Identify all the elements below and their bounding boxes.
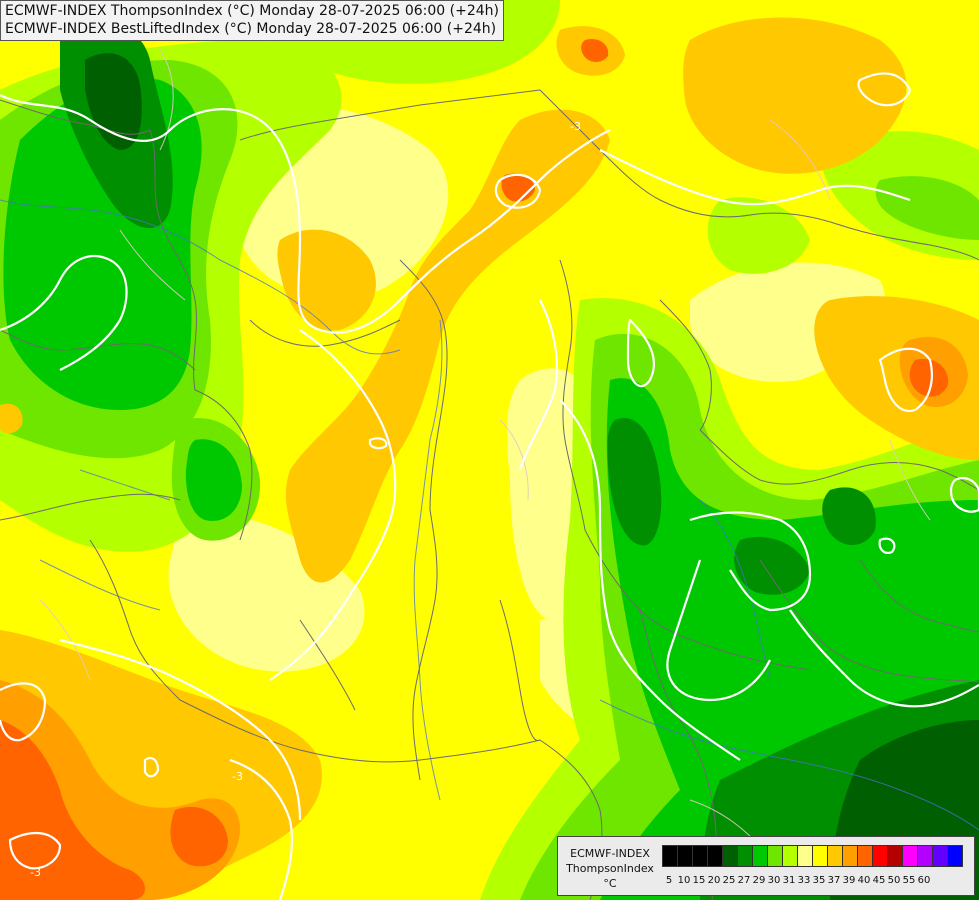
field-orange-zone: [0, 403, 23, 434]
legend-tick-label: 20: [707, 875, 721, 886]
legend-tick-label: 55: [902, 875, 916, 886]
field-dark-orange-zone: [581, 38, 609, 62]
map-title-line-2: ECMWF-INDEX BestLiftedIndex (°C) Monday …: [5, 21, 497, 37]
contour-label: -3: [232, 770, 243, 783]
legend-swatch: [887, 845, 903, 867]
legend-index-label: ThompsonIndex: [566, 862, 654, 875]
legend-swatch: [827, 845, 843, 867]
legend-tick-label: 5: [665, 875, 673, 886]
legend-swatch: [857, 845, 873, 867]
legend-tick-label: 45: [872, 875, 886, 886]
field-orange-zone: [285, 109, 610, 583]
legend-swatch: [707, 845, 723, 867]
legend-tick-label: 29: [752, 875, 766, 886]
field-orange-zone: [814, 296, 979, 460]
legend-tick-label: 15: [692, 875, 706, 886]
legend-tick-label: 31: [782, 875, 796, 886]
field-green-zone: [875, 176, 979, 240]
legend-swatch: [797, 845, 813, 867]
legend-swatch: [662, 845, 678, 867]
field-dark-orange-zone: [170, 806, 228, 867]
legend-tick-label: 39: [842, 875, 856, 886]
legend-swatch: [722, 845, 738, 867]
legend-swatch: [932, 845, 948, 867]
legend-swatch: [677, 845, 693, 867]
legend-tick-label: 60: [917, 875, 931, 886]
legend-swatch: [737, 845, 753, 867]
field-dark-green-zone: [185, 439, 242, 521]
legend-title: ECMWF-INDEX ThompsonIndex °C: [562, 846, 658, 891]
contours-layer: [0, 72, 979, 900]
field-orange-zone: [277, 229, 376, 331]
contour-label: -3: [570, 120, 581, 133]
color-legend: ECMWF-INDEX ThompsonIndex °C 5 10 15 20 25 27…: [557, 836, 975, 896]
rivers-layer: [0, 199, 979, 831]
legend-tick-label: 25: [722, 875, 736, 886]
contour-label: -3: [30, 866, 41, 879]
legend-unit-label: °C: [603, 877, 617, 890]
legend-tick-label: 30: [767, 875, 781, 886]
field-dark-orange-zone: [0, 720, 145, 900]
field-deep-green-zone: [734, 536, 810, 595]
legend-tick-label: 35: [812, 875, 826, 886]
legend-swatch: [812, 845, 828, 867]
field-dark-orange-zone: [909, 358, 949, 397]
legend-swatch: [767, 845, 783, 867]
legend-tick-label: 27: [737, 875, 751, 886]
legend-swatch: [842, 845, 858, 867]
legend-swatch: [902, 845, 918, 867]
legend-tick-label: 50: [887, 875, 901, 886]
field-orange-zone: [683, 17, 907, 174]
contour-labels: -3 -3 -3: [30, 120, 581, 879]
legend-swatch: [947, 845, 963, 867]
legend-swatch: [782, 845, 798, 867]
map-title-line-1: ECMWF-INDEX ThompsonIndex (°C) Monday 28…: [5, 3, 499, 19]
legend-tick-label: 10: [677, 875, 691, 886]
legend-tick-label: 33: [797, 875, 811, 886]
legend-tick-label: 37: [827, 875, 841, 886]
legend-swatch: [872, 845, 888, 867]
map-title-box: ECMWF-INDEX ThompsonIndex (°C) Monday 28…: [0, 0, 504, 41]
field-deep-green-zone: [822, 487, 876, 545]
legend-swatch: [917, 845, 933, 867]
legend-swatch: [692, 845, 708, 867]
legend-tick-label: 40: [857, 875, 871, 886]
legend-swatch: [752, 845, 768, 867]
legend-model-label: ECMWF-INDEX: [570, 847, 650, 860]
field-deep-green-zone: [607, 418, 662, 546]
